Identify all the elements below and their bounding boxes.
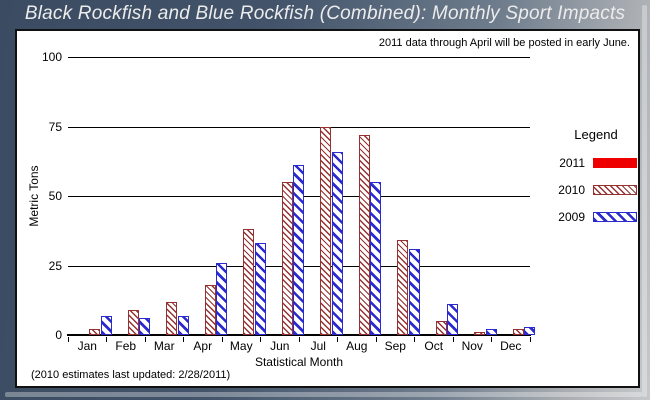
- x-axis-tick: [491, 337, 492, 342]
- month-label-may: May: [229, 339, 253, 353]
- bar-2009-aug: [370, 182, 381, 335]
- month-label-nov: Nov: [461, 339, 483, 353]
- x-axis-tick: [337, 337, 338, 342]
- bar-2010-dec: [512, 329, 524, 335]
- bar-2009-mar: [177, 316, 189, 335]
- x-axis-tick: [106, 337, 107, 342]
- x-axis-title: Statistical Month: [254, 355, 344, 369]
- note-text: 2011 data through April will be posted i…: [378, 37, 630, 49]
- bar-2010-aug: [358, 135, 370, 335]
- frame-bevel-right: [642, 5, 647, 397]
- bar-2009-jul: [331, 152, 343, 335]
- bar-2009-jun: [293, 165, 304, 335]
- title-bar: Black Rockfish and Blue Rockfish (Combin…: [0, 0, 650, 28]
- bar-2010-mar: [166, 302, 177, 335]
- month-label-feb: Feb: [115, 339, 137, 353]
- chart-panel: 2011 data through April will be posted i…: [15, 29, 640, 388]
- bar-2009-oct: [447, 304, 458, 335]
- legend-row-2010: 2010: [537, 183, 637, 197]
- x-axis-tick: [144, 337, 146, 342]
- legend-row-2011: 2011: [537, 156, 637, 170]
- month-label-jun: Jun: [270, 339, 290, 353]
- bar-2009-jan: [100, 316, 112, 335]
- bar-2010-sep: [397, 240, 408, 335]
- bar-2010-may: [243, 229, 254, 335]
- bar-2009-sep: [408, 249, 420, 335]
- bar-2010-apr: [204, 285, 216, 335]
- bar-2009-feb: [139, 318, 150, 335]
- legend-label-2010: 2010: [558, 183, 585, 197]
- bar-2009-may: [254, 243, 266, 335]
- x-axis-tick: [414, 337, 415, 342]
- bar-2010-jul: [320, 127, 331, 335]
- bar-2009-apr: [216, 263, 227, 335]
- window-title: Black Rockfish and Blue Rockfish (Combin…: [24, 3, 626, 24]
- x-axis-tick: [452, 337, 454, 342]
- plot-area: [67, 57, 535, 342]
- month-label-jul: Jul: [310, 339, 326, 353]
- month-label-oct: Oct: [424, 339, 444, 353]
- y-tick-label-100: 100: [41, 50, 62, 64]
- month-label-mar: Mar: [153, 339, 175, 353]
- bar-2010-oct: [435, 321, 447, 335]
- legend-row-2009: 2009: [537, 210, 637, 224]
- month-label-apr: Apr: [193, 339, 213, 353]
- x-axis-tick: [183, 337, 184, 342]
- frame-bevel-bottom: [5, 392, 642, 397]
- bar-2010-feb: [127, 310, 139, 335]
- x-axis-tick: [375, 337, 377, 342]
- footer-text: (2010 estimates last updated: 2/28/2011): [31, 369, 231, 381]
- month-label-sep: Sep: [384, 339, 406, 353]
- x-axis-line: [67, 334, 531, 336]
- legend: Legend 2011 2010 2009: [537, 127, 637, 237]
- bar-2010-jan: [89, 329, 100, 335]
- x-axis-labels: Jan Feb Mar Apr May Jun Jul Aug Sep Oct Nov Dec: [68, 339, 530, 353]
- x-axis-tick: [529, 337, 531, 342]
- month-label-dec: Dec: [500, 339, 522, 353]
- gridline-100: [68, 57, 530, 58]
- legend-title: Legend: [574, 127, 618, 142]
- bar-2010-jun: [281, 182, 293, 335]
- legend-label-2011: 2011: [559, 156, 585, 170]
- y-tick-label-75: 75: [48, 119, 62, 134]
- gridline-75: [68, 126, 530, 128]
- x-axis-tick: [221, 337, 223, 342]
- month-label-jan: Jan: [77, 339, 97, 353]
- y-tick-label-0: 0: [55, 328, 62, 342]
- x-axis-tick: [260, 337, 261, 342]
- legend-swatch-2011: [593, 158, 637, 168]
- x-axis-tick: [67, 337, 69, 342]
- bar-2010-nov: [474, 332, 485, 335]
- bar-2009-nov: [485, 329, 497, 335]
- x-axis-tick: [298, 337, 300, 342]
- legend-swatch-2010: [593, 185, 637, 195]
- legend-label-2009: 2009: [558, 210, 585, 224]
- month-label-aug: Aug: [346, 339, 368, 353]
- legend-swatch-2009: [593, 212, 637, 222]
- y-tick-label-50: 50: [48, 189, 62, 203]
- y-tick-label-25: 25: [48, 258, 62, 273]
- bar-2009-dec: [524, 327, 535, 335]
